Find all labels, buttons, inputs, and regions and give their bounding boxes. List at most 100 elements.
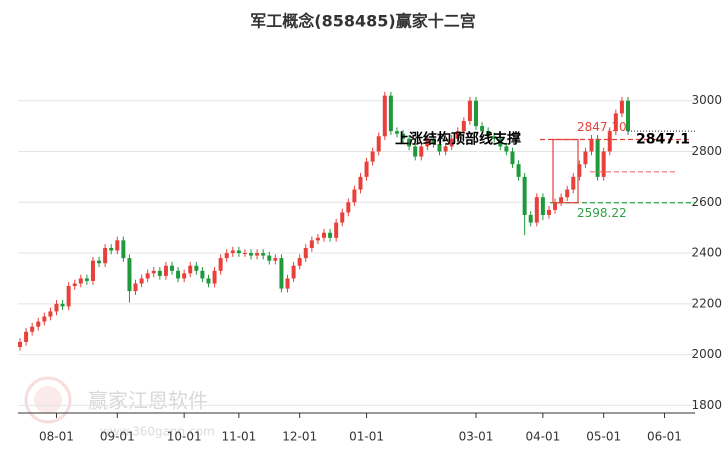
candle-body [78, 278, 83, 284]
candle-body [121, 240, 126, 259]
x-tick-label: 10-01 [167, 430, 202, 444]
candle-body [443, 146, 448, 152]
candle-body [291, 265, 296, 279]
range-box [552, 138, 579, 204]
level-label: 2847.10 [577, 120, 627, 134]
y-tick-label: 3000 [691, 93, 722, 107]
candle-body [322, 232, 326, 238]
candle-body [626, 100, 630, 132]
candle-body [595, 138, 600, 177]
candle-body [486, 131, 491, 137]
candle-body [151, 270, 156, 274]
candle-body [510, 151, 515, 165]
candle-body [127, 258, 132, 292]
candle-body [619, 100, 624, 114]
chart-title: 军工概念(858485)赢家十二宫 [250, 12, 475, 31]
watermark-url: www.360gann.com [100, 425, 215, 439]
candle-body [358, 176, 363, 190]
logo-core [34, 386, 62, 414]
candle-body [279, 258, 284, 289]
candle-body [249, 253, 254, 256]
candle-body [455, 131, 460, 139]
candle-body [194, 265, 199, 271]
candle-body [157, 270, 162, 276]
candle-body [352, 189, 357, 203]
candle-body [492, 136, 497, 139]
candle-body [242, 253, 247, 255]
candle-body [346, 202, 351, 213]
x-tick-label: 01-01 [349, 430, 384, 444]
candle-body [461, 121, 466, 132]
candle-body [571, 176, 576, 190]
candle-body [109, 247, 114, 251]
x-tick-label: 12-01 [282, 430, 317, 444]
candle-body [236, 250, 241, 254]
x-tick-label: 06-01 [647, 430, 682, 444]
candle-body [388, 95, 393, 132]
candle-body [182, 273, 187, 279]
candle-body [309, 240, 314, 248]
candle-body [340, 212, 345, 223]
candle-body [255, 253, 260, 256]
candle-body [163, 265, 168, 276]
x-tick-label: 04-01 [525, 430, 560, 444]
x-tick-label: 08-01 [39, 430, 74, 444]
x-tick-label: 09-01 [100, 430, 135, 444]
candle-body [230, 250, 235, 254]
candle-body [139, 278, 144, 284]
candle-body [170, 265, 174, 271]
candle-body [115, 240, 120, 251]
candle-body [382, 95, 387, 137]
y-tick-label: 2600 [691, 195, 722, 209]
candle-body [394, 131, 399, 134]
watermark: 赢家江恩软件 [88, 389, 208, 413]
candle-body [504, 146, 509, 152]
candle-body [534, 197, 539, 223]
candle-body [407, 138, 412, 147]
candle-body [467, 100, 472, 122]
candle-body [583, 151, 588, 165]
candle-body [30, 326, 35, 332]
candle-body [206, 278, 211, 284]
logo-ring [24, 376, 72, 424]
candle-body [218, 258, 223, 271]
candle-body [36, 321, 41, 327]
candle-body [60, 303, 65, 307]
candle-body [425, 138, 430, 147]
candle-body [498, 138, 503, 147]
y-tick-label: 2400 [691, 246, 722, 260]
candle-body [601, 151, 606, 177]
candle-body [297, 258, 302, 266]
candle-body [516, 164, 521, 177]
x-tick-label: 03-01 [459, 430, 494, 444]
candle-body [553, 202, 558, 210]
annotation: 上涨结构顶部线支撑 [395, 131, 521, 148]
candle-body [540, 197, 545, 215]
candle-body [364, 161, 369, 177]
candle-body [328, 232, 333, 238]
candle-body [103, 247, 108, 264]
candle-body [589, 138, 594, 152]
candle-body [607, 131, 612, 152]
candle-body [48, 311, 53, 317]
candle-body [546, 209, 551, 215]
candle-body [437, 143, 442, 152]
candle-body [188, 265, 193, 274]
candle-body [267, 255, 272, 261]
x-tick-label: 05-01 [586, 430, 621, 444]
candle-body [613, 113, 618, 132]
candle-body [577, 164, 582, 177]
candle-body [212, 270, 217, 284]
y-tick-label: 2200 [691, 296, 722, 310]
candle-body [565, 189, 570, 198]
candle-body [315, 237, 320, 241]
candle-body [145, 273, 150, 279]
candle-body [133, 283, 138, 292]
candle-body [449, 138, 454, 147]
candle-body [261, 253, 266, 256]
x-tick-label: 11-01 [221, 430, 256, 444]
candle-body [559, 197, 564, 203]
level-label: 2598.22 [577, 206, 627, 220]
candle-body [84, 278, 89, 281]
y-tick-label: 1800 [691, 398, 722, 412]
